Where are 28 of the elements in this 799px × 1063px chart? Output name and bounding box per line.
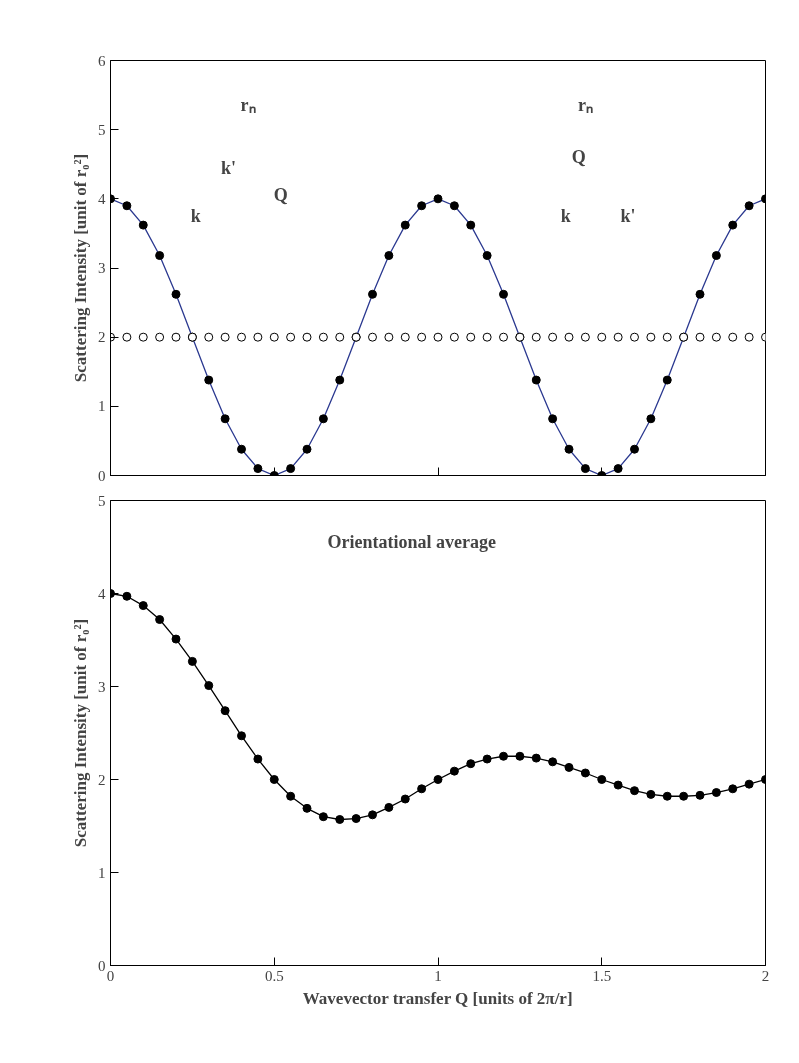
x-tick-label: 0.5 (264, 967, 284, 984)
y-tick-label: 1 (98, 864, 106, 881)
annotation: rₙ (240, 95, 256, 116)
annotation: k (560, 206, 571, 227)
annotation: k' (620, 206, 636, 227)
x-tick-label: 1.5 (592, 967, 612, 984)
y-tick-label: 4 (98, 190, 106, 207)
annotation: Q (273, 185, 288, 206)
y-axis-title: Scattering Intensity [unit of r₀²] (71, 153, 90, 383)
y-tick-label: 2 (98, 329, 106, 346)
x-tick-label: 1 (434, 967, 442, 984)
y-tick-label: 3 (98, 260, 106, 276)
y-tick-label: 1 (98, 398, 106, 415)
annotation: k' (220, 157, 236, 178)
y-tick-label: 0 (98, 467, 106, 484)
annotation: k (190, 206, 201, 227)
y-tick-label: 4 (98, 585, 106, 602)
y-tick-label: 2 (98, 771, 106, 788)
y-axis-title: Scattering Intensity [unit of r₀²] (71, 618, 90, 848)
y-tick-label: 3 (98, 678, 106, 695)
y-tick-label: 5 (98, 121, 106, 138)
y-tick-label: 5 (98, 492, 106, 509)
x-axis-title: Wavevector transfer Q [units of 2π/r] (302, 988, 573, 1008)
y-tick-label: 6 (98, 52, 106, 69)
annotation: Orientational average (327, 532, 497, 553)
annotation: rₙ (577, 95, 593, 116)
annotation: Q (571, 147, 586, 168)
x-tick-label: 2 (761, 967, 770, 984)
